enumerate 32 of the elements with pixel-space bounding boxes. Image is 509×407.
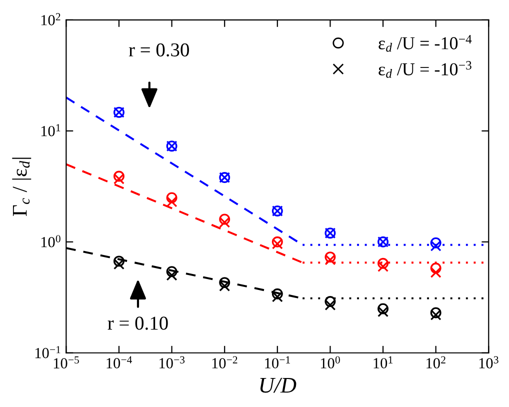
y-axis-title: Γ$_{c}$ / |ε$_{d}$|: [12, 158, 32, 216]
annotation: r = 0.10: [108, 316, 168, 330]
x-tick-label: 10$^{3}$: [479, 356, 498, 368]
y-tick-label: 10$^{−1}$: [35, 346, 60, 358]
x-tick-label: 10$^{−3}$: [160, 356, 185, 368]
point: [430, 240, 442, 252]
point: [113, 258, 124, 270]
x-tick-label: 10$^{1}$: [374, 356, 393, 368]
y-tick-label: 10$^{1}$: [41, 124, 60, 136]
legend-label: ε$_{d}$ /U = -10$^{−3}$: [378, 61, 472, 78]
x-tick-label: 10$^{0}$: [320, 356, 340, 368]
point: [113, 173, 124, 184]
x-tick-label: 10$^{−1}$: [265, 356, 290, 368]
point: [324, 300, 336, 310]
point: [166, 270, 178, 281]
point: [378, 306, 389, 318]
x-tick-label: 10$^{2}$: [426, 356, 446, 368]
y-tick-label: 10$^{2}$: [41, 13, 60, 26]
point: [324, 254, 336, 266]
point: [430, 267, 442, 278]
x-tick-label: 10$^{−5}$: [54, 356, 79, 368]
point: [272, 291, 283, 302]
x-tick-label: 10$^{−2}$: [212, 356, 238, 368]
point: [219, 216, 230, 228]
point: [378, 261, 389, 272]
x-axis-title: U/D: [260, 378, 296, 393]
x-tick-label: 10$^{−4}$: [106, 356, 132, 368]
annotation: r = 0.30: [128, 43, 189, 57]
y-tick-label: 10$^{0}$: [41, 235, 60, 248]
legend-label: ε$_{d}$ /U = -10$^{−4}$: [378, 35, 472, 52]
point: [219, 280, 230, 292]
point: [166, 196, 178, 208]
